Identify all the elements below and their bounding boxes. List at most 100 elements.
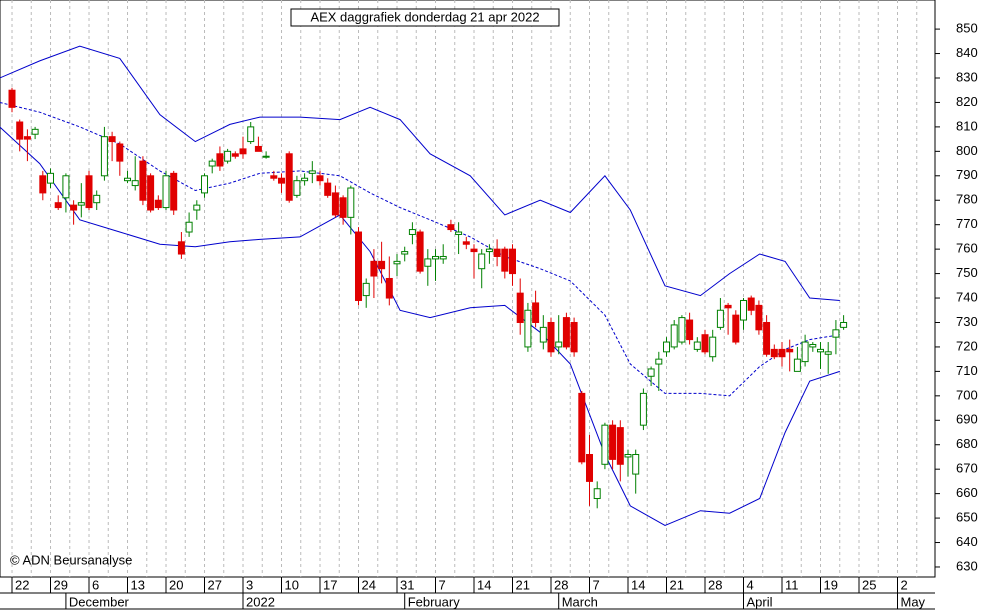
candle-body xyxy=(154,199,162,209)
x-tick-label: 24 xyxy=(362,577,376,592)
copyright: © ADN Beursanalyse xyxy=(10,552,132,567)
candle-body xyxy=(447,224,455,231)
y-tick-label: 730 xyxy=(956,314,978,329)
candle-body xyxy=(555,341,563,348)
candle-body xyxy=(285,153,293,201)
y-tick-label: 640 xyxy=(956,534,978,549)
candle-body xyxy=(632,454,640,475)
candle-body xyxy=(524,309,532,348)
title-box xyxy=(290,8,560,27)
candle-body xyxy=(624,454,632,458)
candle-body xyxy=(455,231,463,235)
x-tick-label: 14 xyxy=(477,577,491,592)
y-tick-label: 630 xyxy=(956,558,978,573)
candle-body xyxy=(740,299,748,321)
candle-body xyxy=(547,321,555,353)
candle-body xyxy=(647,368,655,377)
x-tick-label: 10 xyxy=(285,577,299,592)
candle-body xyxy=(686,319,694,341)
plot-frame xyxy=(0,0,936,578)
candle-body xyxy=(108,136,116,143)
candle-body xyxy=(601,424,609,465)
candle-body xyxy=(201,175,209,194)
x-tick-label: 25 xyxy=(862,577,876,592)
candle-body xyxy=(532,302,540,323)
x-tick-label: 2 xyxy=(901,577,908,592)
candle-body xyxy=(170,172,178,211)
candle-body xyxy=(562,317,570,348)
candle-body xyxy=(593,488,601,500)
candle-body xyxy=(8,89,16,108)
y-tick-label: 660 xyxy=(956,485,978,500)
x-tick-label: 7 xyxy=(593,577,600,592)
candle-body xyxy=(39,175,47,194)
x-tick-label: 31 xyxy=(400,577,414,592)
candle-body xyxy=(216,153,224,167)
candle-body xyxy=(770,348,778,358)
candle-body xyxy=(586,454,594,482)
y-tick-label: 780 xyxy=(956,192,978,207)
candle-body xyxy=(347,187,355,218)
candle-body xyxy=(716,309,724,328)
candle-body xyxy=(578,392,586,463)
x-tick-label: 21 xyxy=(670,577,684,592)
candle-body xyxy=(23,136,31,140)
y-tick-label: 710 xyxy=(956,363,978,378)
candle-body xyxy=(655,358,663,365)
y-tick-label: 770 xyxy=(956,216,978,231)
candle-body xyxy=(439,255,447,260)
x-tick-label: 27 xyxy=(208,577,222,592)
candle-body xyxy=(616,427,624,465)
y-tick-label: 700 xyxy=(956,387,978,402)
candle-body xyxy=(239,148,247,155)
month-label: May xyxy=(901,594,926,609)
candle-body xyxy=(231,153,239,157)
y-tick-label: 830 xyxy=(956,69,978,84)
candle-body xyxy=(817,348,825,353)
candle-body xyxy=(247,126,255,143)
y-tick-label: 790 xyxy=(956,167,978,182)
candle-body xyxy=(254,145,262,152)
month-label: March xyxy=(562,594,598,609)
candle-body xyxy=(747,297,755,311)
candle-body xyxy=(116,143,124,162)
x-tick-label: 29 xyxy=(54,577,68,592)
candle-body xyxy=(501,248,509,272)
x-tick-label: 28 xyxy=(708,577,722,592)
candle-body xyxy=(670,324,678,348)
candle-body xyxy=(840,321,848,328)
candle-body xyxy=(724,304,732,309)
candle-body xyxy=(362,282,370,297)
candle-body xyxy=(778,348,786,358)
candle-body xyxy=(301,177,309,182)
x-tick-label: 21 xyxy=(516,577,530,592)
candle-body xyxy=(832,329,840,338)
candle-body xyxy=(316,175,324,182)
candle-body xyxy=(539,326,547,343)
candle-body xyxy=(355,231,363,301)
candle-body xyxy=(339,197,347,218)
candle-body xyxy=(185,221,193,233)
candle-body xyxy=(709,336,717,358)
candle-body xyxy=(809,343,817,348)
month-label: 2022 xyxy=(246,594,275,609)
candle-body xyxy=(732,314,740,343)
x-tick-label: 14 xyxy=(631,577,645,592)
candle-body xyxy=(478,253,486,270)
candle-body xyxy=(678,317,686,343)
x-tick-label: 3 xyxy=(246,577,253,592)
candle-body xyxy=(124,177,132,182)
candle-body xyxy=(370,260,378,277)
y-tick-label: 840 xyxy=(956,45,978,60)
candle-body xyxy=(393,260,401,265)
candle-body xyxy=(177,241,185,255)
candle-body xyxy=(516,292,524,323)
x-tick-label: 6 xyxy=(92,577,99,592)
x-tick-label: 17 xyxy=(323,577,337,592)
candle-body xyxy=(755,304,763,331)
candle-body xyxy=(147,175,155,211)
candle-body xyxy=(401,251,409,255)
candle-body xyxy=(308,170,316,174)
x-tick-label: 11 xyxy=(785,577,799,592)
candle-body xyxy=(663,341,671,353)
